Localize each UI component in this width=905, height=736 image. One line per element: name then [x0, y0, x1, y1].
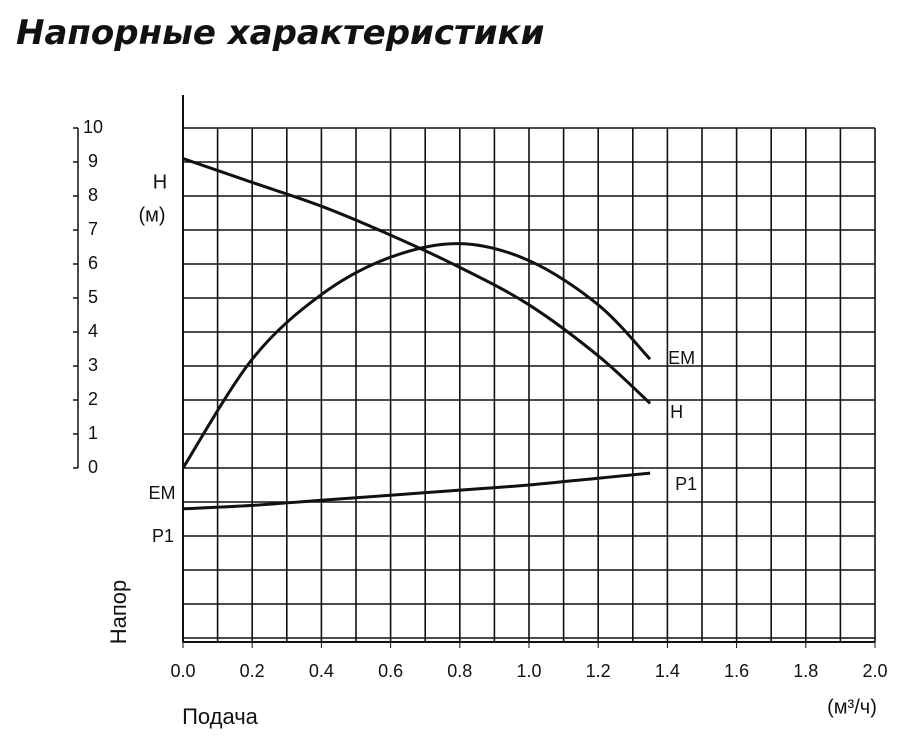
legend-label: H: [670, 402, 683, 422]
x-tick-label: 0.8: [447, 661, 472, 681]
line-series: [181, 242, 652, 469]
line-series: [182, 471, 651, 511]
y-tick-label: 7: [88, 219, 98, 239]
legend-label: P1: [675, 474, 697, 494]
y-tick-label: 1: [88, 423, 98, 443]
x-tick-label: 1.6: [724, 661, 749, 681]
x-tick-label: 1.8: [793, 661, 818, 681]
y-tick-label: 10: [83, 117, 103, 137]
y-axis-label: Напор: [106, 580, 131, 645]
x-axis-label: Подача: [182, 704, 259, 729]
x-tick-label: 0.6: [378, 661, 403, 681]
line-series: [182, 157, 652, 405]
y-tick-label: 5: [88, 287, 98, 307]
y-tick-label: 9: [88, 151, 98, 171]
x-tick-label: 0.2: [240, 661, 265, 681]
x-tick-label: 1.0: [516, 661, 541, 681]
y-tick-label: 2: [88, 389, 98, 409]
curve-label: P1: [152, 526, 174, 546]
y-tick-label: 0: [88, 457, 98, 477]
y-axis-unit-label: (м): [138, 204, 165, 226]
x-tick-label: 1.4: [655, 661, 680, 681]
x-axis-unit: (м³/ч): [827, 696, 877, 718]
y-tick-label: 3: [88, 355, 98, 375]
y-axis-unit-label: H: [153, 171, 167, 193]
y-tick-label: 4: [88, 321, 98, 341]
y-tick-label: 6: [88, 253, 98, 273]
x-tick-label: 1.2: [586, 661, 611, 681]
y-tick-label: 8: [88, 185, 98, 205]
x-tick-label: 0.0: [170, 661, 195, 681]
curve-label: EM: [149, 483, 176, 503]
chart-title: Напорные характеристики: [16, 13, 544, 53]
x-tick-label: 0.4: [309, 661, 334, 681]
legend-label: EM: [668, 348, 695, 368]
x-tick-label: 2.0: [862, 661, 887, 681]
